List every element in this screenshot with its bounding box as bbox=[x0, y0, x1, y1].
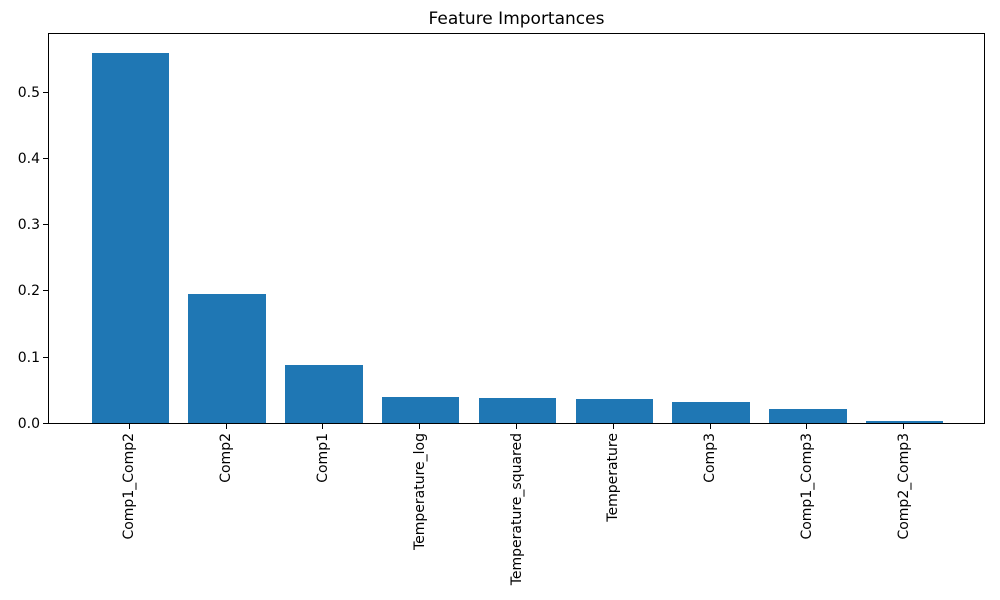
bars-layer bbox=[49, 34, 984, 423]
x-tick-mark bbox=[516, 424, 517, 429]
y-tick-mark bbox=[43, 290, 48, 292]
x-tick-label-Comp1_Comp3: Comp1_Comp3 bbox=[798, 433, 815, 540]
bar-Comp3 bbox=[672, 402, 750, 423]
bar-Comp2 bbox=[188, 293, 266, 423]
x-tick-mark bbox=[322, 424, 324, 429]
y-tick-mark bbox=[43, 423, 48, 424]
y-tick-label: 0.3 bbox=[17, 217, 40, 234]
bar-Comp1_Comp3 bbox=[769, 409, 847, 423]
x-tick-label-Temperature: Temperature bbox=[605, 433, 622, 522]
x-tick-mark bbox=[903, 424, 905, 429]
x-tick-mark bbox=[709, 424, 711, 429]
x-tick-label-Comp1_Comp2: Comp1_Comp2 bbox=[121, 433, 138, 540]
plot-area bbox=[48, 33, 985, 424]
x-tick-label-Comp3: Comp3 bbox=[702, 433, 719, 483]
x-tick-mark bbox=[419, 424, 421, 429]
bar-Temperature bbox=[575, 399, 654, 423]
y-tick-mark bbox=[43, 356, 48, 358]
x-tick-label-Comp1: Comp1 bbox=[314, 433, 331, 483]
y-tick-label: 0.0 bbox=[17, 416, 40, 432]
x-tick-mark bbox=[225, 424, 227, 429]
bar-Temperature_squared bbox=[478, 398, 557, 423]
y-tick-mark bbox=[43, 91, 48, 93]
x-tick-label-Temperature_squared: Temperature_squared bbox=[508, 433, 525, 586]
y-tick-label: 0.5 bbox=[17, 84, 40, 101]
y-tick-label: 0.2 bbox=[17, 283, 40, 300]
x-tick-mark bbox=[128, 424, 130, 429]
y-tick-mark bbox=[43, 224, 48, 226]
bar-Temperature_log bbox=[381, 397, 460, 423]
y-tick-label: 0.4 bbox=[17, 150, 40, 167]
chart-title: Feature Importances bbox=[428, 9, 605, 29]
y-tick-mark bbox=[43, 157, 48, 159]
bar-Comp1 bbox=[285, 365, 363, 423]
bar-Comp1_Comp2 bbox=[91, 53, 170, 423]
y-tick-label: 0.1 bbox=[17, 349, 40, 366]
x-tick-label-Temperature_log: Temperature_log bbox=[411, 433, 428, 551]
x-tick-label-Comp2_Comp3: Comp2_Comp3 bbox=[895, 433, 912, 540]
x-tick-label-Comp2: Comp2 bbox=[218, 433, 235, 483]
x-tick-mark bbox=[806, 424, 808, 429]
x-tick-mark bbox=[612, 424, 614, 429]
bar-Comp2_Comp3 bbox=[865, 421, 944, 423]
